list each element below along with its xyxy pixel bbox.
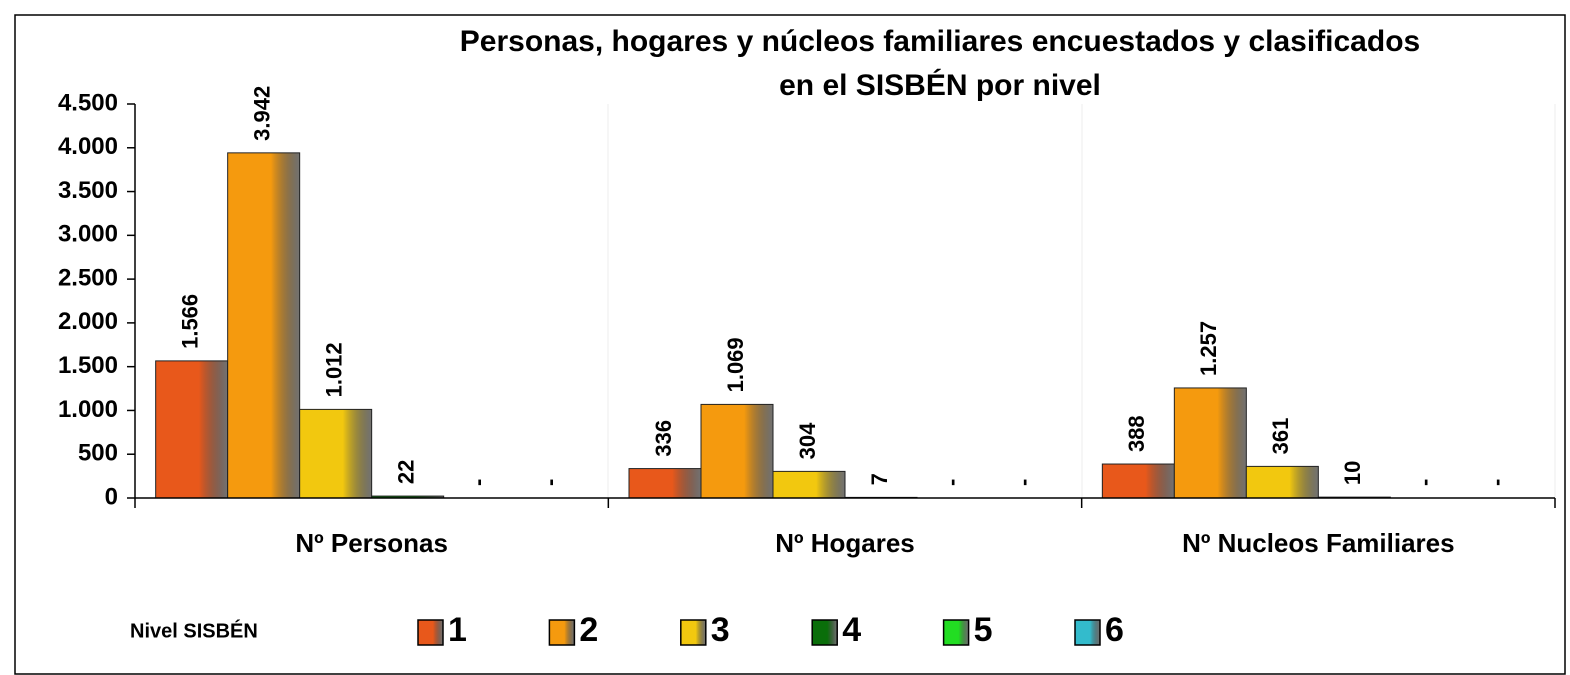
value-label: 336 [651,420,676,457]
bar [155,360,229,499]
value-label: 1.257 [1196,321,1221,376]
legend-label: 4 [842,611,861,649]
value-label: - [1484,479,1509,486]
legend-swatch [942,619,970,646]
y-tick-label: 0 [105,483,118,510]
value-label: - [939,479,964,486]
bar [299,408,373,499]
legend-label: 5 [974,611,993,649]
y-tick-label: 3.000 [58,221,118,248]
value-label: 1.566 [177,294,202,349]
bar [227,152,301,499]
value-label: 10 [1340,461,1365,485]
value-label: 304 [795,422,820,459]
chart-title: Personas, hogares y núcleos familiares e… [460,25,1420,58]
value-label: - [537,479,562,486]
value-label: - [465,479,490,486]
x-tick-label: Nº Hogares [775,528,915,558]
value-label: 388 [1124,415,1149,452]
x-tick-label: Nº Personas [295,528,448,558]
legend-label: 3 [711,611,730,649]
bar [628,468,702,499]
legend-swatch [548,619,576,646]
y-tick-label: 1.500 [58,352,118,379]
legend-label: 2 [579,611,598,649]
value-label: 22 [393,460,418,484]
y-tick-label: 2.500 [58,264,118,291]
value-label: 7 [867,473,892,485]
value-label: 1.069 [723,337,748,392]
value-label: - [1011,479,1036,486]
legend-label: 1 [448,611,467,649]
y-tick-label: 500 [78,440,118,467]
value-label: 3.942 [249,86,274,141]
bar [700,403,774,499]
bar [1245,465,1319,499]
legend-title: Nivel SISBÉN [130,619,258,642]
legend-swatch [680,619,707,646]
bar [1173,387,1247,499]
legend-swatch [1074,619,1101,646]
y-tick-label: 4.000 [58,133,118,160]
value-label: - [1412,479,1437,486]
legend-swatch [417,619,444,646]
x-tick-label: Nº Nucleos Familiares [1182,528,1455,558]
y-tick-label: 1.000 [58,396,118,423]
y-tick-label: 3.500 [58,177,118,204]
value-label: 361 [1268,418,1293,455]
legend-label: 6 [1105,611,1124,649]
bar [1101,463,1175,499]
bar [772,470,846,499]
value-label: 1.012 [321,342,346,397]
legend-swatch [811,619,838,646]
y-tick-label: 2.000 [58,308,118,335]
y-tick-label: 4.500 [58,89,118,116]
chart-title: en el SISBÉN por nivel [779,68,1101,102]
